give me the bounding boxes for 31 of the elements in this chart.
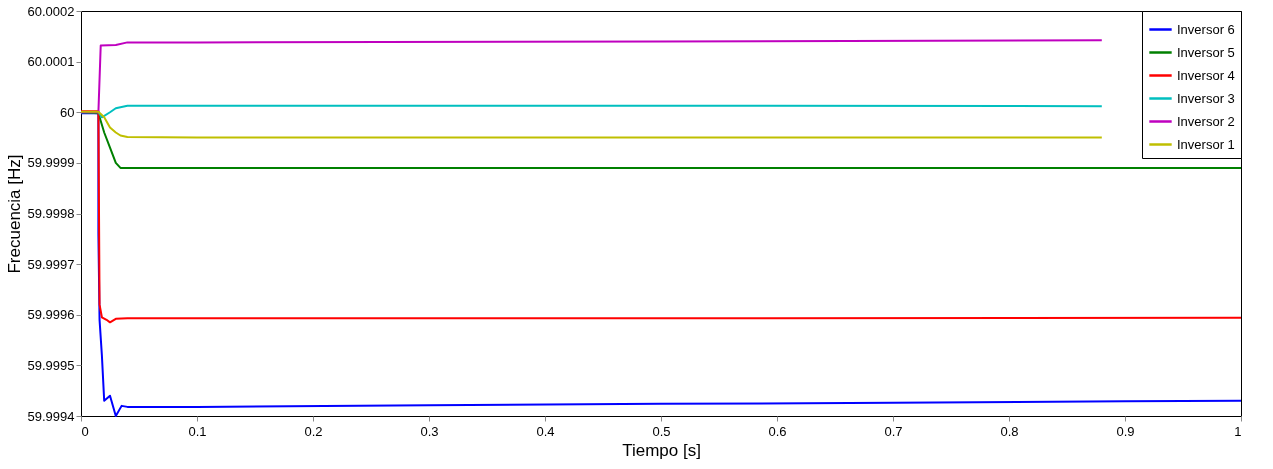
- x-tick-label: 0: [81, 423, 89, 439]
- x-tick-label: 0.9: [1116, 423, 1135, 439]
- legend-label: Inversor 6: [1177, 21, 1235, 37]
- x-tick-label: 0.3: [420, 423, 439, 439]
- y-tick-label: 59.9995: [27, 357, 75, 373]
- line-series: [80, 110, 1242, 324]
- y-tick-label: 60: [60, 104, 75, 120]
- x-tick-label: 0.2: [304, 423, 323, 439]
- y-tick-label: 59.9998: [27, 206, 75, 221]
- x-tick-label: 0.4: [536, 423, 555, 439]
- x-tick-label: 1: [1234, 423, 1242, 439]
- legend-label: Inversor 1: [1177, 136, 1235, 152]
- x-tick-label: 0.5: [652, 423, 671, 439]
- legend-label: Inversor 5: [1177, 44, 1235, 60]
- legend-label: Inversor 4: [1177, 67, 1235, 83]
- y-tick-label: 60.0001: [27, 54, 75, 70]
- x-axis-title: Tiempo [s]: [622, 440, 701, 460]
- y-tick-label: 59.9994: [27, 408, 75, 424]
- legend-label: Inversor 3: [1177, 90, 1235, 106]
- x-tick-label: 0.1: [188, 423, 207, 439]
- x-tick-label: 0.8: [1000, 423, 1019, 439]
- y-tick-label: 59.9999: [27, 155, 75, 171]
- x-tick-label: 0.7: [884, 423, 903, 439]
- y-tick-label: 60.0002: [27, 3, 75, 19]
- y-tick-label: 59.9996: [27, 307, 75, 323]
- x-tick-label: 0.6: [768, 423, 787, 439]
- line-series: [80, 112, 1242, 417]
- y-tick-label: 59.9997: [27, 256, 75, 272]
- line-series: [80, 110, 1103, 139]
- y-axis-title: Frecuencia [Hz]: [4, 154, 24, 274]
- legend-label: Inversor 2: [1177, 113, 1235, 129]
